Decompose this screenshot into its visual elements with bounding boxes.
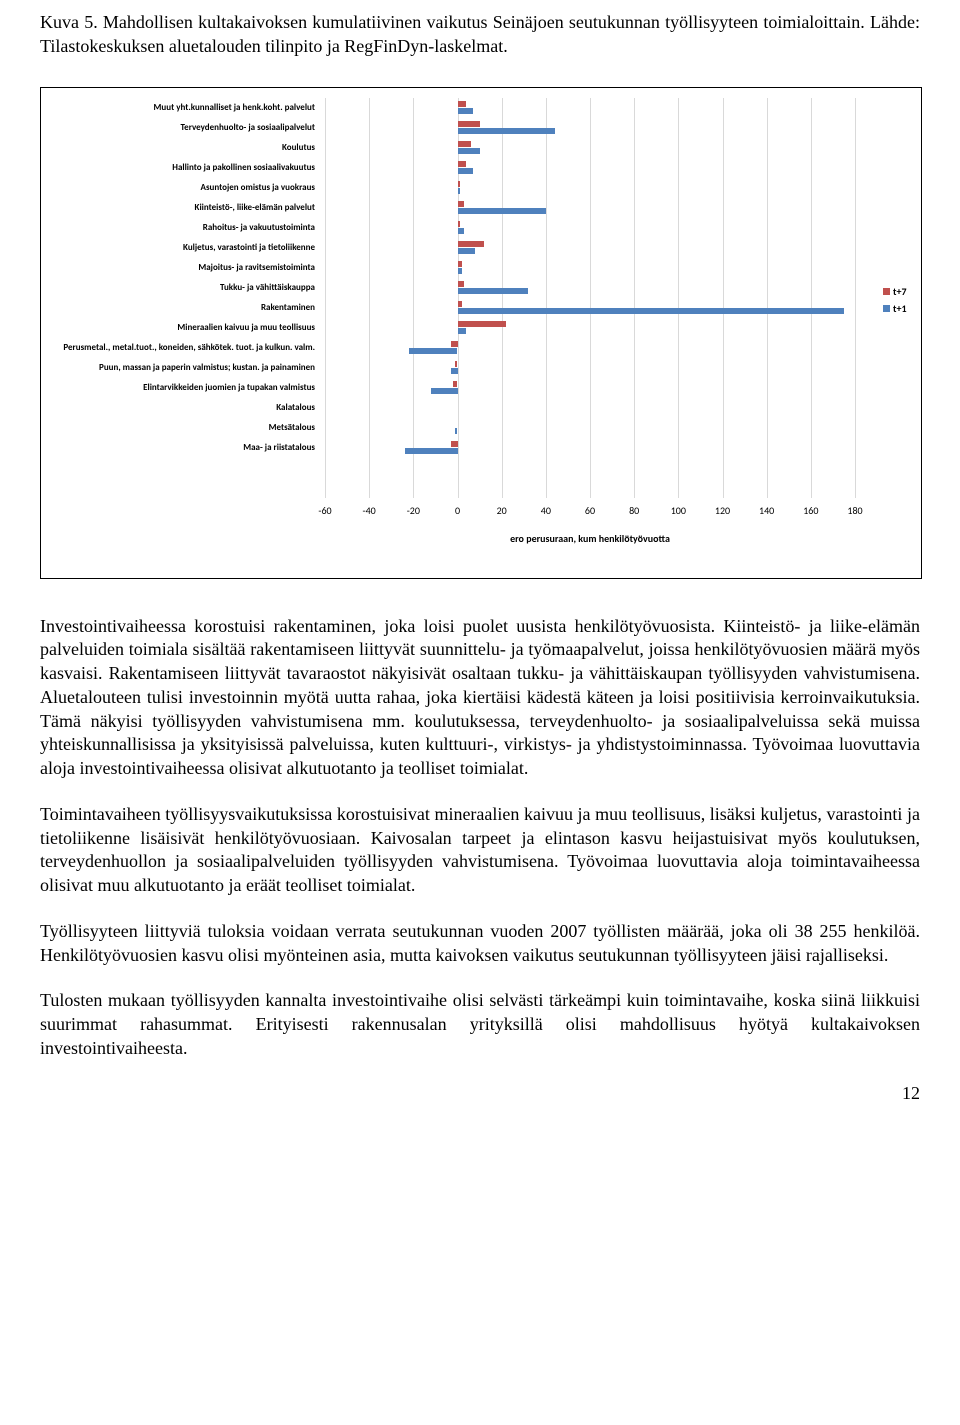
- category-label: Rakentaminen: [41, 298, 321, 318]
- bar-t1: [458, 328, 467, 334]
- gridline: [369, 98, 370, 498]
- x-tick-label: 0: [455, 504, 460, 517]
- category-label: Kuljetus, varastointi ja tietoliikenne: [41, 238, 321, 258]
- category-label: Hallinto ja pakollinen sosiaalivakuutus: [41, 158, 321, 178]
- employment-chart: Muut yht.kunnalliset ja henk.koht. palve…: [40, 87, 922, 579]
- bar-t7: [458, 281, 465, 287]
- x-tick-label: 40: [541, 504, 551, 517]
- category-label: Mineraalien kaivuu ja muu teollisuus: [41, 318, 321, 338]
- x-tick-label: 120: [715, 504, 730, 517]
- category-label: Elintarvikkeiden juomien ja tupakan valm…: [41, 378, 321, 398]
- x-axis-title: ero perusuraan, kum henkilötyövuotta: [325, 532, 855, 545]
- bar-t1: [458, 188, 460, 194]
- gridline: [413, 98, 414, 498]
- x-tick-label: 140: [759, 504, 774, 517]
- bar-t1: [458, 148, 480, 154]
- bar-t1: [458, 308, 844, 314]
- category-label: Metsätalous: [41, 418, 321, 438]
- body-paragraph-4: Tulosten mukaan työllisyyden kannalta in…: [40, 989, 920, 1060]
- bar-t1: [458, 268, 462, 274]
- legend-swatch-t1: [883, 305, 890, 312]
- legend-swatch-t7: [883, 288, 890, 295]
- bar-t1: [458, 168, 473, 174]
- x-tick-label: 180: [847, 504, 862, 517]
- x-tick-label: 20: [497, 504, 507, 517]
- bar-t7: [458, 121, 480, 127]
- bar-t7: [458, 201, 465, 207]
- x-tick-label: 160: [803, 504, 818, 517]
- x-tick-label: 100: [671, 504, 686, 517]
- category-label: Muut yht.kunnalliset ja henk.koht. palve…: [41, 98, 321, 118]
- legend-label-t1: t+1: [893, 302, 907, 315]
- category-label: Rahoitus- ja vakuutustoiminta: [41, 218, 321, 238]
- legend-label-t7: t+7: [893, 285, 907, 298]
- gridline: [458, 98, 459, 498]
- category-label: Tukku- ja vähittäiskauppa: [41, 278, 321, 298]
- x-tick-label: -40: [363, 504, 376, 517]
- gridline: [546, 98, 547, 498]
- body-paragraph-1: Investointivaiheessa korostuisi rakentam…: [40, 615, 920, 781]
- bar-t7: [453, 381, 457, 387]
- bar-t1: [458, 228, 465, 234]
- category-label: Kalatalous: [41, 398, 321, 418]
- category-label: Maa- ja riistatalous: [41, 438, 321, 458]
- bar-t7: [458, 261, 462, 267]
- bar-t1: [409, 348, 458, 354]
- category-label: Koulutus: [41, 138, 321, 158]
- gridline: [811, 98, 812, 498]
- bar-t1: [458, 248, 476, 254]
- bar-t1: [458, 208, 546, 214]
- category-label: Kiinteistö-, liike-elämän palvelut: [41, 198, 321, 218]
- gridline: [678, 98, 679, 498]
- bar-t7: [455, 361, 457, 367]
- bar-t7: [451, 341, 458, 347]
- figure-caption: Kuva 5. Mahdollisen kultakaivoksen kumul…: [40, 10, 920, 59]
- bar-t1: [451, 368, 458, 374]
- bar-t1: [458, 288, 529, 294]
- body-paragraph-3: Työllisyyteen liittyviä tuloksia voidaan…: [40, 920, 920, 968]
- category-label: Puun, massan ja paperin valmistus; kusta…: [41, 358, 321, 378]
- body-paragraph-2: Toimintavaiheen työllisyysvaikutuksissa …: [40, 803, 920, 898]
- bar-t1: [458, 128, 555, 134]
- category-label: Terveydenhuolto- ja sosiaalipalvelut: [41, 118, 321, 138]
- category-label: Asuntojen omistus ja vuokraus: [41, 178, 321, 198]
- gridline: [502, 98, 503, 498]
- bar-t7: [458, 141, 471, 147]
- x-tick-label: -60: [318, 504, 331, 517]
- chart-legend: t+7 t+1: [883, 285, 911, 319]
- page-number: 12: [40, 1083, 920, 1104]
- gridline: [767, 98, 768, 498]
- category-label: Majoitus- ja ravitsemistoiminta: [41, 258, 321, 278]
- bar-t7: [458, 161, 467, 167]
- bar-t7: [458, 321, 507, 327]
- gridline: [855, 98, 856, 498]
- category-label: Perusmetal., metal.tuot., koneiden, sähk…: [41, 338, 321, 358]
- bar-t7: [458, 221, 460, 227]
- x-tick-label: -20: [407, 504, 420, 517]
- x-tick-label: 60: [585, 504, 595, 517]
- gridline: [723, 98, 724, 498]
- bar-t1: [458, 108, 473, 114]
- gridline: [325, 98, 326, 498]
- bar-t7: [458, 241, 485, 247]
- bar-t7: [458, 181, 460, 187]
- bar-t1: [405, 448, 458, 454]
- gridline: [590, 98, 591, 498]
- bar-t7: [451, 441, 458, 447]
- bar-t7: [458, 101, 467, 107]
- bar-t1: [455, 428, 457, 434]
- gridline: [634, 98, 635, 498]
- bar-t1: [431, 388, 458, 394]
- bar-t7: [458, 301, 462, 307]
- x-tick-label: 80: [629, 504, 639, 517]
